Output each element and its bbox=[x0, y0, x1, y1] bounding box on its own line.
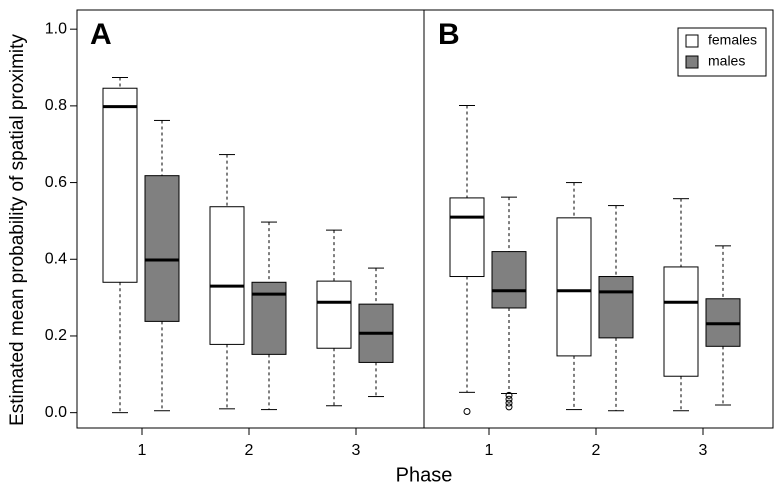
y-tick-label: 0.6 bbox=[45, 174, 67, 191]
box bbox=[144, 175, 180, 322]
y-tick-label: 0.4 bbox=[45, 250, 67, 267]
plot-frame bbox=[423, 9, 774, 429]
x-tick-label: 2 bbox=[245, 442, 254, 459]
outlier bbox=[505, 395, 513, 403]
outlier bbox=[505, 403, 513, 411]
legend-swatch bbox=[685, 55, 699, 69]
y-tick-label: 1.0 bbox=[45, 20, 67, 37]
legend-label: males bbox=[708, 53, 745, 69]
x-tick-label: 3 bbox=[352, 442, 361, 459]
y-tick-label: 0.8 bbox=[45, 97, 67, 114]
outlier bbox=[505, 391, 513, 399]
x-tick-label: 2 bbox=[592, 442, 601, 459]
outlier bbox=[463, 408, 471, 416]
x-tick-label: 1 bbox=[485, 442, 494, 459]
box bbox=[491, 251, 527, 309]
y-tick-label: 0.2 bbox=[45, 327, 67, 344]
panel-label: B bbox=[438, 18, 460, 51]
box bbox=[209, 206, 245, 345]
y-axis-label: Estimated mean probability of spatial pr… bbox=[7, 34, 28, 426]
legend-swatch bbox=[685, 34, 699, 48]
box bbox=[316, 280, 352, 349]
y-tick-label: 0.0 bbox=[45, 404, 67, 421]
legend-label: females bbox=[708, 32, 757, 48]
x-tick-label: 1 bbox=[138, 442, 147, 459]
box bbox=[556, 217, 592, 357]
outlier bbox=[505, 399, 513, 407]
panel-label: A bbox=[90, 18, 112, 51]
box bbox=[449, 197, 485, 278]
box bbox=[102, 87, 138, 283]
box bbox=[598, 276, 634, 339]
x-axis-label: Phase bbox=[396, 464, 453, 486]
legend-frame bbox=[677, 27, 767, 77]
box bbox=[663, 266, 699, 377]
x-tick-label: 3 bbox=[699, 442, 708, 459]
